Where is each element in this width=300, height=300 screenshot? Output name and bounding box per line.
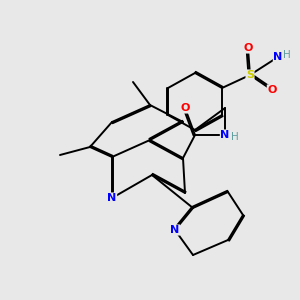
- Text: H: H: [231, 131, 239, 142]
- Text: S: S: [246, 70, 254, 80]
- Text: O: O: [180, 103, 190, 113]
- Text: N: N: [220, 130, 230, 140]
- Text: O: O: [267, 85, 277, 95]
- Text: N: N: [273, 52, 283, 62]
- Text: O: O: [243, 43, 253, 53]
- Text: N: N: [170, 225, 180, 235]
- Text: N: N: [107, 193, 117, 203]
- Text: H: H: [284, 50, 291, 61]
